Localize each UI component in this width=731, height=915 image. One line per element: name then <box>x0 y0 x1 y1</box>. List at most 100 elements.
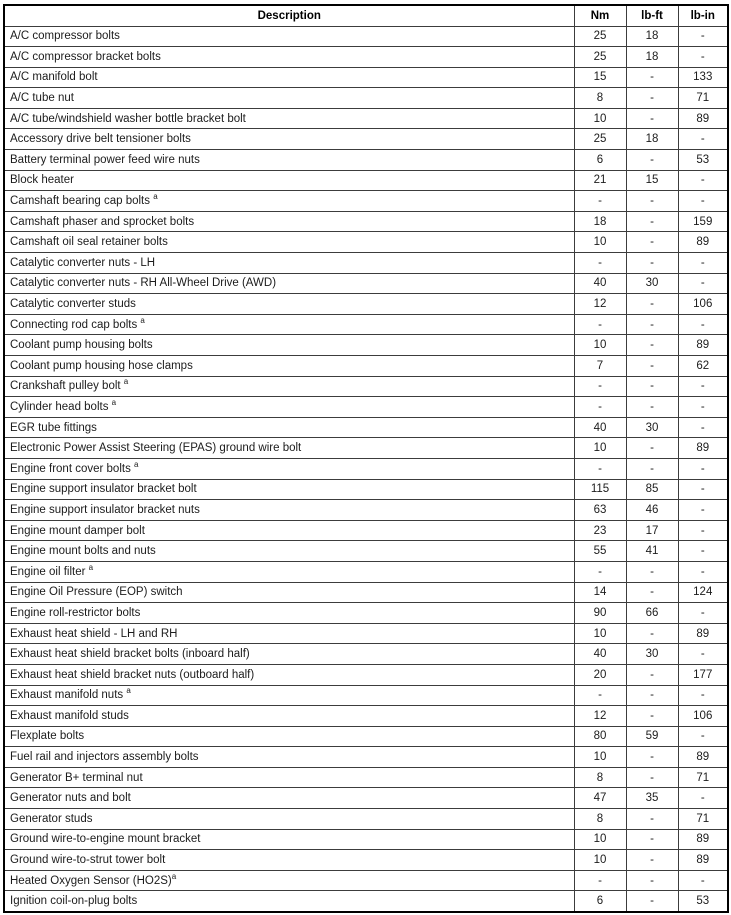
table-row: Engine roll-restrictor bolts 90 66- <box>3 602 729 624</box>
description-cell: Generator B+ terminal nut <box>3 766 575 789</box>
lb-in-value-cell: - <box>677 457 729 480</box>
nm-value-cell: 14 <box>573 581 627 604</box>
footnote-marker: a <box>140 315 145 325</box>
footnote-marker: a <box>126 686 131 696</box>
lb-in-value-cell: 89 <box>677 437 729 459</box>
description-text: Camshaft oil seal retainer bolts <box>10 236 168 249</box>
description-cell: Ignition coil-on-plug bolts <box>3 890 575 913</box>
table-row: Engine oil filter a--- <box>3 560 729 583</box>
description-cell: Catalytic converter nuts - LH <box>3 252 575 274</box>
description-cell: Engine mount bolts and nuts <box>3 540 575 562</box>
description-text: Generator studs <box>10 812 93 825</box>
lb-in-value-cell: 89 <box>677 746 729 768</box>
table-row: Exhaust manifold nuts a--- <box>3 684 729 707</box>
lb-in-value-cell: 106 <box>677 705 729 727</box>
lb-ft-value-cell: - <box>625 210 679 233</box>
nm-value-cell: 7 <box>573 355 627 377</box>
description-text: Generator B+ terminal nut <box>10 771 143 784</box>
nm-value-cell: 25 <box>573 25 627 48</box>
description-cell: Fuel rail and injectors assembly bolts <box>3 746 575 768</box>
description-cell: A/C manifold bolt <box>3 66 575 89</box>
nm-value-cell: - <box>573 252 627 274</box>
table-row: Exhaust heat shield bracket bolts (inboa… <box>3 643 729 665</box>
description-text: Engine mount damper bolt <box>10 524 145 537</box>
header-lb-in: lb-in <box>677 4 729 27</box>
lb-in-value-cell: 177 <box>677 663 729 686</box>
lb-ft-value-cell: - <box>625 252 679 274</box>
description-cell: Connecting rod cap bolts a <box>3 313 575 336</box>
description-cell: Coolant pump housing hose clamps <box>3 355 575 377</box>
description-text: Heated Oxygen Sensor (HO2S) <box>10 874 172 887</box>
lb-ft-value-cell: - <box>625 890 679 913</box>
lb-ft-value-cell: - <box>625 622 679 645</box>
description-text: Engine mount bolts and nuts <box>10 545 156 558</box>
nm-value-cell: 18 <box>573 210 627 233</box>
nm-value-cell: 8 <box>573 808 627 830</box>
lb-ft-value-cell: - <box>625 437 679 459</box>
lb-in-value-cell: 71 <box>677 808 729 830</box>
lb-ft-value-cell: - <box>625 149 679 171</box>
lb-in-value-cell: - <box>677 540 729 562</box>
table-row: Engine support insulator bracket bolt 115… <box>3 478 729 501</box>
torque-spec-table: Description Nm lb-ft lb-in A/C compresso… <box>3 4 729 913</box>
description-cell: A/C compressor bolts <box>3 25 575 48</box>
description-cell: Engine mount damper bolt <box>3 519 575 542</box>
lb-in-value-cell: 106 <box>677 293 729 315</box>
lb-in-value-cell: - <box>677 25 729 48</box>
description-cell: Block heater <box>3 169 575 192</box>
lb-in-value-cell: 89 <box>677 849 729 871</box>
table-row: Accessory drive belt tensioner bolts 25 18… <box>3 128 729 151</box>
lb-in-value-cell: 89 <box>677 828 729 851</box>
lb-in-value-cell: - <box>677 272 729 295</box>
description-cell: Coolant pump housing bolts <box>3 334 575 356</box>
footnote-marker: a <box>123 377 129 387</box>
description-text: Connecting rod cap bolts <box>10 318 138 331</box>
description-cell: A/C tube nut <box>3 87 575 109</box>
table-row: A/C manifold bolt 15-133 <box>3 66 729 89</box>
lb-ft-value-cell: - <box>625 313 679 336</box>
description-cell: Catalytic converter studs <box>3 293 575 315</box>
description-cell: Ground wire-to-engine mount bracket <box>3 828 575 851</box>
nm-value-cell: 10 <box>573 107 627 130</box>
nm-value-cell: 10 <box>573 622 627 645</box>
table-row: Generator studs 8-71 <box>3 808 729 830</box>
table-row: Coolant pump housing bolts 10-89 <box>3 334 729 356</box>
nm-value-cell: 10 <box>573 849 627 871</box>
lb-in-value-cell: 159 <box>677 210 729 233</box>
description-cell: Exhaust manifold nuts a <box>3 684 575 707</box>
lb-ft-value-cell: - <box>625 766 679 789</box>
table-row: Catalytic converter studs 12-106 <box>3 293 729 315</box>
description-text: A/C compressor bolts <box>10 30 120 43</box>
description-cell: Engine support insulator bracket bolt <box>3 478 575 501</box>
lb-in-value-cell: - <box>677 869 729 892</box>
lb-in-value-cell: - <box>677 396 729 418</box>
description-text: Block heater <box>10 174 74 187</box>
lb-ft-value-cell: - <box>625 107 679 130</box>
description-cell: Engine support insulator bracket nuts <box>3 499 575 521</box>
lb-ft-value-cell: - <box>625 808 679 830</box>
description-cell: Exhaust heat shield - LH and RH <box>3 622 575 645</box>
nm-value-cell: 25 <box>573 128 627 151</box>
description-text: Crankshaft pulley bolt <box>10 380 121 393</box>
lb-ft-value-cell: 41 <box>625 540 679 562</box>
nm-value-cell: 6 <box>573 890 627 913</box>
description-cell: A/C compressor bracket bolts <box>3 46 575 68</box>
description-cell: EGR tube fittings <box>3 416 575 439</box>
description-text: Ground wire-to-strut tower bolt <box>10 854 166 867</box>
nm-value-cell: - <box>573 396 627 418</box>
lb-in-value-cell: - <box>677 725 729 748</box>
description-text: Exhaust heat shield bracket bolts (inboa… <box>10 648 250 661</box>
description-text: EGR tube fittings <box>10 421 97 434</box>
description-text: Coolant pump housing hose clamps <box>10 359 193 372</box>
table-row: Exhaust manifold studs 12-106 <box>3 705 729 727</box>
description-cell: Generator studs <box>3 808 575 830</box>
footnote-marker: a <box>134 459 139 469</box>
table-row: Heated Oxygen Sensor (HO2S)a - - - <box>3 869 729 892</box>
description-text: Engine oil filter <box>10 565 86 578</box>
description-text: Fuel rail and injectors assembly bolts <box>10 751 199 764</box>
lb-in-value-cell: 62 <box>677 355 729 377</box>
footnote-marker: a <box>153 192 158 202</box>
nm-value-cell: 10 <box>573 746 627 768</box>
description-cell: Camshaft bearing cap bolts a <box>3 190 575 212</box>
table-row: Camshaft phaser and sprocket bolts 18-159 <box>3 210 729 233</box>
